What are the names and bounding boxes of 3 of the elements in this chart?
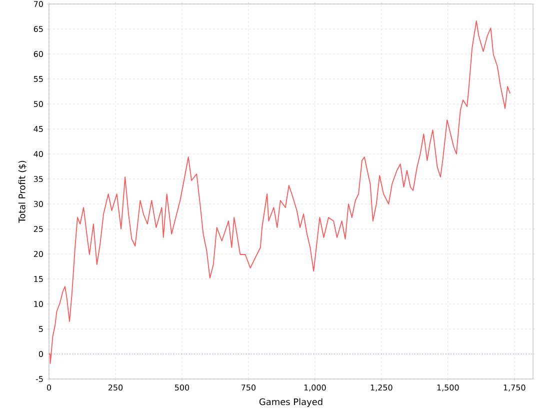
line-series bbox=[48, 20, 511, 364]
y-axis-title: Total Profit ($) bbox=[18, 160, 26, 223]
x-axis-title: Games Played bbox=[259, 398, 322, 407]
